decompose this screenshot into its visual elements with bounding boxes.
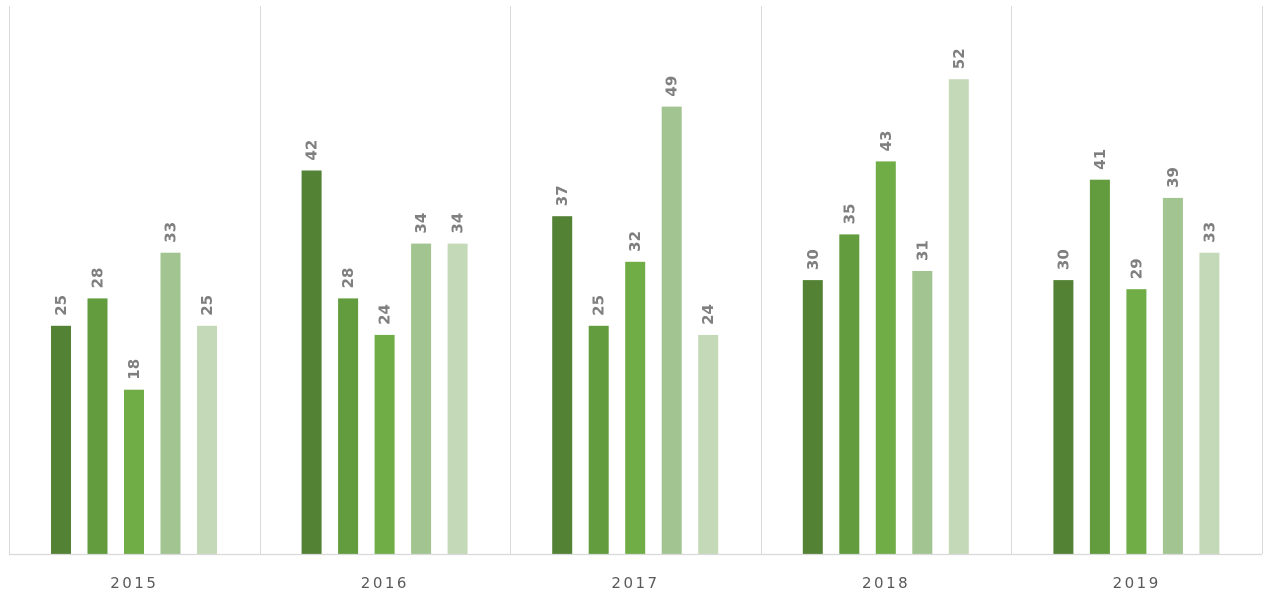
bar-2015-series-5 <box>197 325 217 555</box>
bar-2018-series-3 <box>875 161 896 554</box>
bar-2018-series-1 <box>802 280 823 554</box>
data-label-2018-series-3: 43 <box>877 131 895 152</box>
data-label-2019-series-2: 41 <box>1091 149 1109 170</box>
bar-2017-series-4 <box>661 106 682 554</box>
data-label-2019-series-1: 30 <box>1054 249 1072 270</box>
bar-2019-series-2 <box>1089 179 1110 554</box>
x-axis-tick-labels: 2015 2016 2017 2018 2019 <box>110 574 1161 592</box>
data-label-2017-series-4: 49 <box>663 76 681 97</box>
bar-2018-series-2 <box>839 234 860 554</box>
bar-2019-series-5 <box>1199 252 1220 554</box>
x-tick-label-2017: 2017 <box>611 574 659 592</box>
data-label-2017-series-5: 24 <box>699 304 717 325</box>
bar-2015-series-2 <box>87 298 108 554</box>
bar-2017-series-2 <box>588 325 609 555</box>
bar-2018-series-5 <box>948 79 969 554</box>
data-label-2016-series-1: 42 <box>303 140 321 161</box>
data-label-2016-series-3: 24 <box>376 304 394 325</box>
data-label-2019-series-5: 33 <box>1200 222 1218 243</box>
data-label-2015-series-2: 28 <box>89 268 107 289</box>
bar-2015-series-1 <box>51 325 71 555</box>
bar-2017-series-3 <box>625 261 646 554</box>
data-label-2019-series-3: 29 <box>1127 258 1145 279</box>
data-label-2017-series-1: 37 <box>553 185 571 206</box>
x-tick-label-2016: 2016 <box>361 574 409 592</box>
x-tick-label-2018: 2018 <box>862 574 910 592</box>
bar-2019-series-3 <box>1126 289 1147 554</box>
data-label-2018-series-2: 35 <box>840 204 858 225</box>
data-label-2016-series-2: 28 <box>339 268 357 289</box>
data-label-2016-series-4: 34 <box>412 213 430 234</box>
data-label-2018-series-1: 30 <box>804 249 822 270</box>
bar-2019-series-1 <box>1053 280 1074 554</box>
data-label-2018-series-4: 31 <box>913 240 931 261</box>
data-label-2015-series-3: 18 <box>125 359 143 380</box>
bar-2016-series-2 <box>338 298 359 554</box>
bar-2016-series-4 <box>411 243 432 554</box>
x-tick-label-2015: 2015 <box>110 574 158 592</box>
bar-2019-series-4 <box>1162 197 1183 554</box>
data-label-2017-series-3: 32 <box>626 231 644 252</box>
x-tick-label-2019: 2019 <box>1113 574 1161 592</box>
data-label-2018-series-5: 52 <box>950 48 968 69</box>
bar-2016-series-5 <box>447 243 468 554</box>
bar-2015-series-3 <box>124 389 144 554</box>
bar-2017-series-5 <box>698 334 719 554</box>
bar-2017-series-1 <box>552 216 573 554</box>
bar-2015-series-4 <box>160 252 181 554</box>
category-dividers <box>9 6 1263 554</box>
data-label-2016-series-5: 34 <box>449 213 467 234</box>
data-label-2015-series-5: 25 <box>198 295 216 316</box>
data-label-2015-series-1: 25 <box>52 295 70 316</box>
bars <box>51 79 1220 555</box>
data-label-2015-series-4: 33 <box>162 222 180 243</box>
data-labels: 25 28 18 33 25 42 28 24 34 34 37 25 32 49 24 30 35 43 31 52… <box>52 48 1218 379</box>
data-label-2017-series-2: 25 <box>590 295 608 316</box>
bar-2018-series-4 <box>912 271 933 554</box>
bar-2016-series-1 <box>301 170 322 554</box>
data-label-2019-series-4: 39 <box>1164 167 1182 188</box>
bar-2016-series-3 <box>374 334 395 554</box>
